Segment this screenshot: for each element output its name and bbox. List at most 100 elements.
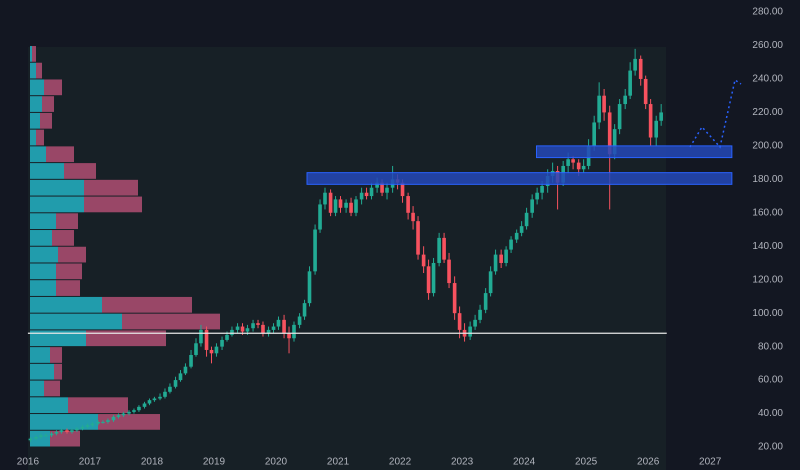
- candle-body: [364, 192, 369, 197]
- candle-body: [168, 386, 172, 392]
- profile-buy: [30, 280, 56, 296]
- candle-body: [96, 421, 100, 424]
- candle-body: [85, 425, 90, 427]
- candle-body: [199, 329, 203, 344]
- candle-body: [571, 159, 575, 163]
- profile-sell: [56, 263, 82, 280]
- candle-body: [147, 400, 152, 404]
- profile-sell: [32, 46, 36, 62]
- candle-body: [659, 112, 663, 121]
- x-tick-label: 2027: [699, 457, 722, 468]
- candle-body: [530, 199, 534, 213]
- axes: 20.00 40.00 60.00 80.00 100.00 120.00 140.00 16…: [17, 7, 788, 468]
- profile-buy: [30, 430, 50, 447]
- candle-body: [44, 435, 48, 437]
- y-tick-label: 180.00: [752, 174, 783, 185]
- profile-sell: [50, 430, 80, 447]
- candle-body: [111, 416, 116, 421]
- candle-body: [643, 78, 648, 105]
- candle-body: [106, 420, 110, 422]
- candle-body: [380, 182, 384, 193]
- profile-sell: [46, 146, 74, 163]
- candle-body: [576, 162, 581, 170]
- candle-body: [524, 212, 529, 227]
- candle-body: [245, 328, 250, 332]
- candle-body: [251, 323, 255, 329]
- candle-body: [416, 221, 420, 255]
- profile-sell: [56, 213, 78, 230]
- candle-body: [152, 398, 157, 401]
- profile-sell: [50, 347, 62, 363]
- y-tick-label: 60.00: [758, 375, 783, 386]
- profile-buy: [30, 363, 54, 380]
- candle-body: [514, 232, 519, 240]
- candle-body: [240, 326, 245, 332]
- candle-body: [204, 329, 209, 350]
- candle-body: [318, 204, 322, 230]
- profile-sell: [122, 313, 220, 330]
- candle-body: [230, 329, 234, 335]
- x-tick-label: 2026: [637, 457, 660, 468]
- profile-buy: [30, 330, 86, 347]
- candle-body: [121, 413, 126, 416]
- y-tick-label: 20.00: [758, 442, 783, 453]
- candle-body: [473, 319, 477, 327]
- y-tick-label: 80.00: [758, 341, 783, 352]
- candle-body: [442, 237, 446, 260]
- candle-body: [597, 95, 601, 123]
- profile-sell: [84, 196, 142, 213]
- profile-buy: [30, 163, 64, 179]
- candle-body: [447, 259, 451, 284]
- candles: [28, 48, 663, 442]
- candle-body: [354, 199, 358, 213]
- candle-body: [75, 428, 79, 431]
- x-tick-label: 2021: [327, 457, 350, 468]
- candle-body: [452, 283, 457, 314]
- candle-body: [483, 293, 488, 310]
- candle-body: [209, 349, 214, 354]
- candle-body: [344, 202, 348, 208]
- volume-profile: [30, 46, 220, 447]
- profile-buy: [30, 263, 56, 280]
- candle-body: [49, 433, 54, 436]
- x-tick-label: 2020: [265, 457, 288, 468]
- profile-sell: [40, 112, 52, 129]
- candle-body: [39, 435, 43, 437]
- profile-sell: [68, 397, 128, 414]
- candle-body: [287, 333, 291, 339]
- y-tick-label: 120.00: [752, 274, 783, 285]
- x-tick-label: 2023: [451, 457, 474, 468]
- candle-body: [256, 323, 260, 325]
- candle-body: [235, 326, 240, 330]
- candle-body: [116, 415, 121, 417]
- candle-body: [292, 324, 296, 339]
- candle-body: [328, 192, 333, 213]
- candle-body: [411, 212, 415, 222]
- y-tick-label: 260.00: [752, 40, 783, 51]
- candle-body: [101, 421, 105, 423]
- candle-body: [142, 403, 147, 407]
- candle-body: [54, 431, 59, 434]
- profile-buy: [30, 230, 52, 246]
- candle-body: [220, 339, 224, 347]
- y-tick-label: 200.00: [752, 141, 783, 152]
- support-zone: [536, 145, 733, 159]
- projection-path: [689, 78, 742, 149]
- x-tick-label: 2018: [141, 457, 164, 468]
- candle-body: [90, 423, 95, 426]
- y-tick-label: 140.00: [752, 241, 783, 252]
- candle-body: [302, 303, 307, 317]
- y-tick-label: 280.00: [752, 7, 783, 18]
- profile-sell: [52, 230, 74, 246]
- candle-body: [566, 159, 570, 166]
- profile-buy: [30, 213, 56, 230]
- x-tick-label: 2022: [389, 457, 412, 468]
- candle-body: [468, 326, 472, 337]
- candle-body: [581, 165, 586, 170]
- x-tick-label: 2017: [79, 457, 102, 468]
- candle-body: [323, 192, 327, 205]
- profile-buy: [30, 112, 40, 129]
- profile-buy: [30, 414, 98, 430]
- candle-body: [654, 120, 659, 138]
